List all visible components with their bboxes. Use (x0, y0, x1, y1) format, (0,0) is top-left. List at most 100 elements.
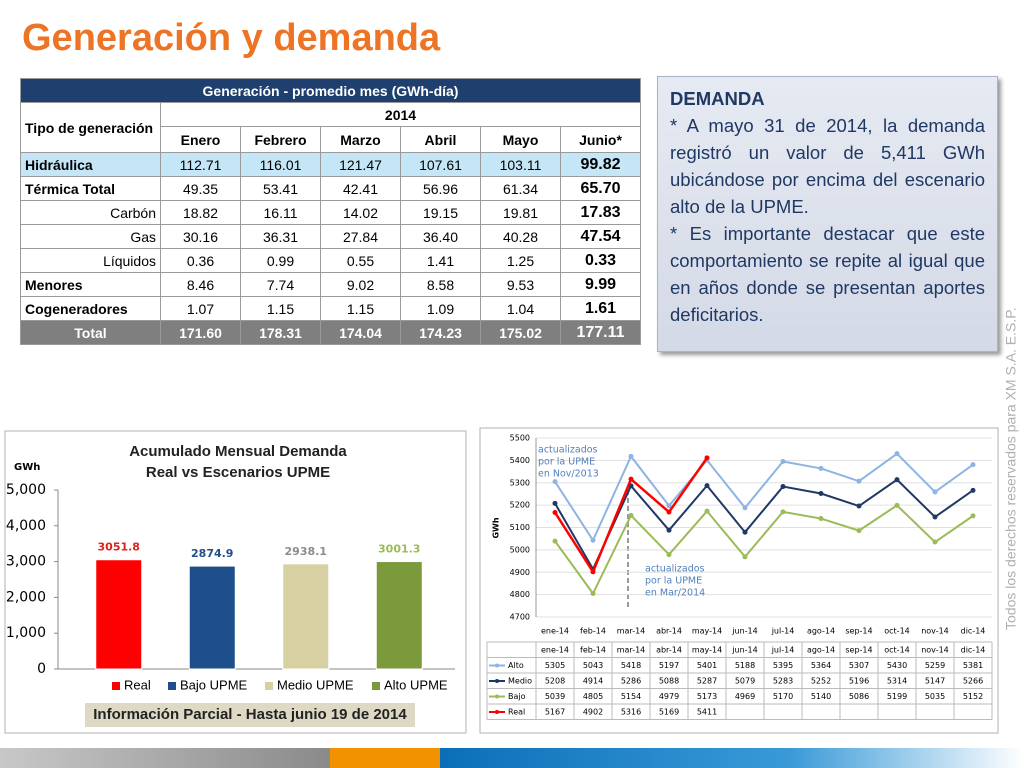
table-header: feb-14 (580, 646, 606, 655)
cell: 171.60 (160, 320, 241, 345)
cell: 116.01 (240, 152, 321, 177)
legend-label: Medio (508, 677, 532, 686)
point (856, 503, 862, 509)
cell: 0.36 (160, 248, 241, 273)
table-cell: 5196 (849, 677, 869, 686)
row-label: Térmica Total (20, 176, 161, 201)
row-label: Menores (20, 272, 161, 297)
cell: 9.99 (559, 272, 642, 297)
cell: 40.28 (480, 224, 561, 249)
table-cell: 5170 (773, 692, 793, 701)
table-cell: 4969 (735, 692, 755, 701)
table-cell: 5169 (659, 708, 679, 717)
table-cell: 5088 (659, 677, 679, 686)
table-cell: 5364 (811, 661, 831, 670)
legend-label: Alto (508, 661, 524, 670)
cell: 174.04 (320, 320, 401, 345)
cell: 8.58 (400, 272, 481, 297)
cell: 30.16 (160, 224, 241, 249)
table-header: mar-14 (617, 646, 646, 655)
cell: 61.34 (480, 176, 561, 201)
point (818, 516, 824, 522)
x-tick-label: oct-14 (884, 627, 910, 636)
table-header: ene-14 (541, 646, 569, 655)
point (856, 478, 862, 484)
slide-title: Generación y demanda (22, 17, 441, 59)
cell: 49.35 (160, 176, 241, 201)
data-row: Térmica Total 49.35 53.41 42.41 56.96 61.34 65… (20, 176, 642, 201)
cell: 1.15 (240, 296, 321, 321)
generation-table: Generación - promedio mes (GWh-día) Tipo … (19, 78, 642, 345)
note-paragraph: * A mayo 31 de 2014, la demanda registró… (670, 115, 985, 217)
x-tick-label: may-14 (692, 627, 722, 636)
value-label: 2874.9 (191, 547, 233, 560)
data-row: Hidráulica 112.71 116.01 121.47 107.61 103.11… (20, 152, 642, 177)
x-tick-label: ene-14 (541, 627, 569, 636)
table-header: jul-14 (771, 646, 795, 655)
point (932, 539, 938, 545)
value-label: 2938.1 (285, 545, 327, 558)
note-paragraph: * Es importante destacar que este compor… (670, 223, 985, 325)
footnote-box (85, 703, 415, 727)
point (704, 508, 710, 514)
cell: 8.46 (160, 272, 241, 297)
band-blue (440, 748, 1024, 768)
cell: 0.33 (559, 248, 642, 273)
cell: 36.40 (400, 224, 481, 249)
legend-marker (495, 710, 499, 714)
point (970, 513, 976, 519)
table-header: oct-14 (884, 646, 910, 655)
cell: 107.61 (400, 152, 481, 177)
table-cell: 5287 (697, 677, 717, 686)
value-label: 3001.3 (378, 543, 420, 556)
x-tick-label: ago-14 (807, 627, 835, 636)
table-cell: 5259 (925, 661, 945, 670)
cell: 18.82 (160, 200, 241, 225)
y-axis-label: GWh (14, 462, 40, 473)
table-cell: 5307 (849, 661, 869, 670)
data-row: Cogeneradores 1.07 1.15 1.15 1.09 1.04 1.61 (20, 296, 642, 321)
note-heading: DEMANDA (670, 88, 765, 109)
header-row: Generación - promedio mes (GWh-día) (19, 78, 642, 103)
cell: 9.02 (320, 272, 401, 297)
point (628, 453, 634, 459)
y-tick-label: 4900 (510, 568, 530, 577)
cell: 175.02 (480, 320, 561, 345)
note-box: DEMANDA * A mayo 31 de 2014, la demanda … (657, 76, 998, 352)
table-cell: 5286 (621, 677, 641, 686)
y-tick-label: 5300 (510, 478, 530, 487)
cell: 19.81 (480, 200, 561, 225)
x-tick-label: mar-14 (617, 627, 646, 636)
cell: 36.31 (240, 224, 321, 249)
table-header: nov-14 (921, 646, 949, 655)
cell: 9.53 (480, 272, 561, 297)
y-tick-label: 5400 (510, 456, 530, 465)
cell: 7.74 (240, 272, 321, 297)
x-tick-label: nov-14 (921, 627, 949, 636)
point (780, 458, 786, 464)
point (742, 554, 748, 560)
point (628, 476, 634, 482)
table-cell: 5418 (621, 661, 641, 670)
table-header: sep-14 (845, 646, 872, 655)
chart-title: Real vs Escenarios UPME (146, 464, 330, 481)
point (932, 489, 938, 495)
legend-label: Bajo (508, 692, 526, 701)
column-header: Junio* (559, 126, 642, 153)
header-row: Tipo de generación 2014 (20, 102, 642, 153)
cell: 47.54 (559, 224, 642, 249)
bar (282, 563, 330, 670)
cell: 0.55 (320, 248, 401, 273)
point (894, 502, 900, 508)
table-header: jun-14 (731, 646, 757, 655)
point (704, 455, 710, 461)
year: 2014 (159, 102, 642, 127)
table-cell: 5252 (811, 677, 831, 686)
table-header: may-14 (692, 646, 722, 655)
point (742, 505, 748, 511)
table-cell: 5208 (545, 677, 565, 686)
point (704, 483, 710, 489)
cell: 1.61 (559, 296, 642, 321)
annotation: actualizados (538, 445, 598, 456)
